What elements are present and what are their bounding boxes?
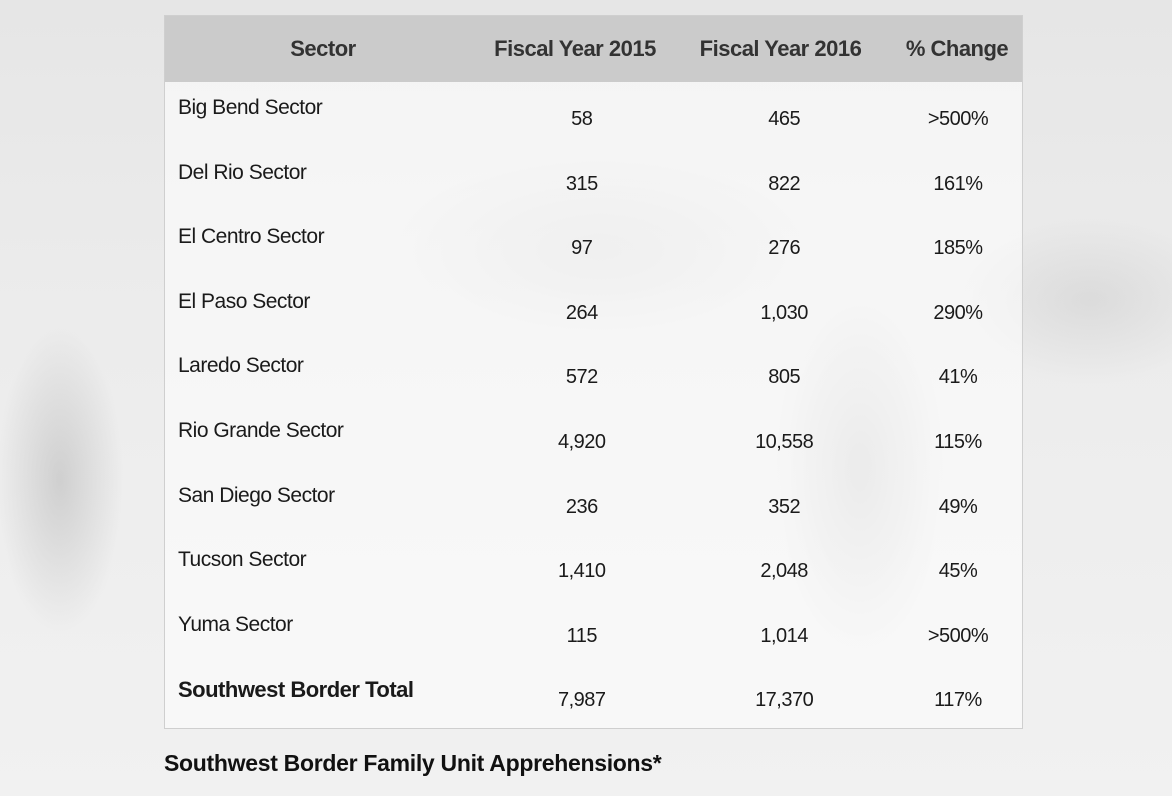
fy2016-value: 1,030 (760, 301, 808, 324)
total-fy2015: 7,987 (557, 689, 606, 712)
fy2016-value: 805 (768, 366, 801, 389)
apprehensions-table: Sector Fiscal Year 2015 Fiscal Year 2016… (164, 15, 1023, 729)
header-sector: Sector (290, 36, 356, 61)
sector-name: Rio Grande Sector (178, 418, 344, 442)
fy2016-value: 465 (768, 108, 801, 130)
sector-name: El Centro Sector (178, 225, 325, 249)
change-value: >500% (927, 108, 989, 130)
fy2015-value: 4,920 (557, 430, 606, 453)
table-row: El Paso Sector 264 1,030 290% (165, 276, 1022, 341)
sector-name: El Paso Sector (178, 289, 310, 313)
table-row: Yuma Sector 115 1,014 >500% (165, 599, 1022, 664)
sector-name: Del Rio Sector (178, 160, 307, 184)
table-row: Laredo Sector 572 805 41% (165, 340, 1022, 405)
sector-name: Tucson Sector (178, 548, 307, 572)
total-label: Southwest Border Total (178, 677, 414, 703)
total-fy2016: 17,370 (755, 689, 814, 712)
sector-name: Laredo Sector (178, 354, 304, 378)
table-row: Rio Grande Sector 4,920 10,558 115% (165, 405, 1022, 470)
fy2015-value: 315 (565, 172, 598, 195)
header-fy2015: Fiscal Year 2015 (494, 36, 656, 61)
total-row: Southwest Border Total 7,987 17,370 117% (165, 663, 1022, 728)
table-body: Big Bend Sector 58 465 >500% Del Rio Sector 3… (165, 82, 1022, 663)
table-row: San Diego Sector 236 352 49% (165, 470, 1022, 535)
header-change: % Change (905, 36, 1009, 61)
fy2015-value: 97 (571, 237, 593, 260)
change-value: 49% (938, 495, 978, 518)
table-row: El Centro Sector 97 276 185% (165, 211, 1022, 276)
fy2016-value: 2,048 (760, 560, 808, 583)
fy2015-value: 236 (565, 495, 598, 518)
table-caption: Southwest Border Family Unit Apprehensio… (164, 750, 662, 776)
header-fy2016: Fiscal Year 2016 (699, 36, 862, 61)
change-value: >500% (927, 624, 989, 647)
change-value: 290% (933, 301, 983, 324)
fy2016-value: 1,014 (760, 624, 808, 647)
change-value: 161% (933, 172, 983, 195)
fy2015-value: 115 (566, 624, 598, 647)
fy2016-value: 10,558 (755, 430, 814, 453)
sector-name: San Diego Sector (178, 483, 335, 507)
table-header: Sector Fiscal Year 2015 Fiscal Year 2016… (165, 16, 1022, 82)
change-value: 115% (934, 430, 982, 453)
fy2015-value: 1,410 (557, 560, 606, 583)
fy2015-value: 572 (565, 366, 598, 389)
table-row: Tucson Sector 1,410 2,048 45% (165, 534, 1022, 599)
fy2016-value: 822 (768, 172, 801, 195)
fy2015-value: 264 (565, 301, 598, 324)
table-row: Del Rio Sector 315 822 161% (165, 147, 1022, 212)
table-row: Big Bend Sector 58 465 >500% (165, 82, 1022, 147)
sector-name: Yuma Sector (178, 612, 293, 636)
fy2015-value: 58 (571, 108, 593, 130)
change-value: 41% (938, 366, 978, 389)
fy2016-value: 276 (768, 237, 801, 260)
change-value: 185% (933, 237, 983, 260)
total-change: 117% (934, 689, 982, 712)
change-value: 45% (938, 560, 978, 583)
sector-name: Big Bend Sector (178, 96, 323, 119)
fy2016-value: 352 (768, 495, 801, 518)
